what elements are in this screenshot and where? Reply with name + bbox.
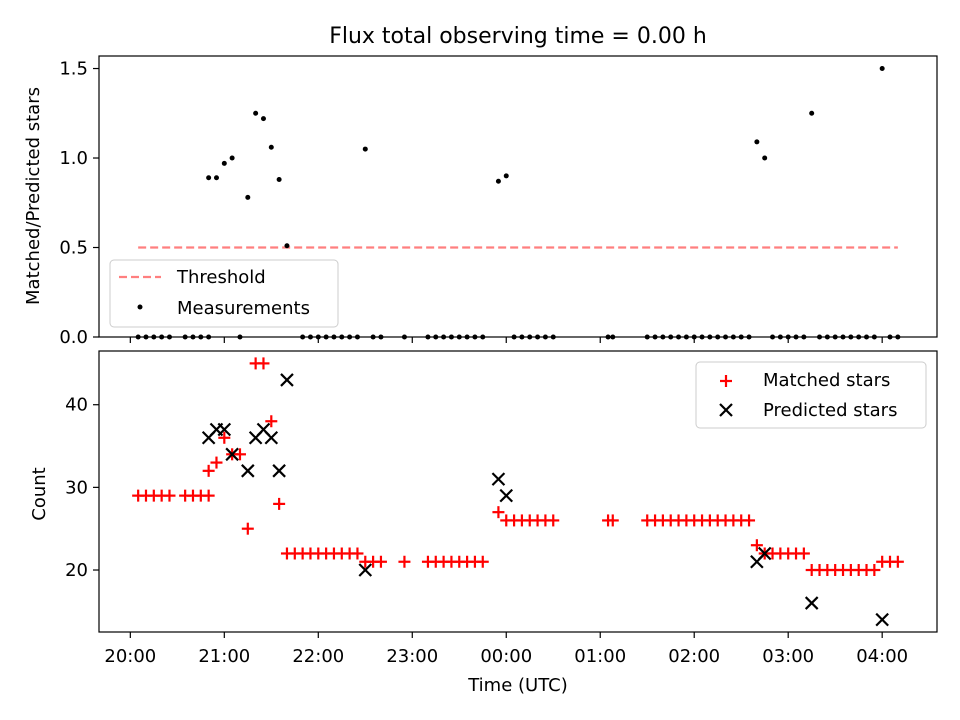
- measurement-point: [495, 178, 501, 184]
- predicted-star-point: [272, 464, 286, 478]
- legend-threshold-label: Threshold: [176, 267, 266, 288]
- x-tick-label: 21:00: [198, 646, 250, 667]
- predicted-star-point: [217, 422, 232, 437]
- top-y-ticks: 0.0 0.5 1.0 1.5: [59, 59, 99, 348]
- matched-star-point: [210, 456, 223, 469]
- matched-star-point: [265, 415, 278, 428]
- measurement-point: [253, 110, 259, 116]
- bottom-plot-marks: [132, 357, 904, 627]
- x-tick-label: 04:00: [856, 646, 908, 667]
- legend-predicted-swatch: [719, 403, 733, 417]
- matched-star-point: [476, 555, 489, 568]
- x-tick-label: 01:00: [574, 646, 626, 667]
- matched-star-point: [750, 539, 763, 552]
- x-tick-label: 20:00: [104, 646, 156, 667]
- predicted-star-point: [358, 563, 373, 577]
- top-y-axis-label: Matched/Predicted stars: [23, 87, 44, 305]
- predicted-star-point: [241, 464, 255, 478]
- matched-star-point: [547, 514, 560, 527]
- legend-predicted-label: Predicted stars: [763, 400, 897, 421]
- predicted-star-point: [225, 447, 239, 462]
- matched-star-point: [868, 564, 881, 577]
- predicted-star-point: [757, 546, 772, 561]
- measurement-point: [754, 139, 760, 145]
- legend-measurements-swatch: [137, 304, 143, 310]
- measurement-point: [229, 155, 235, 161]
- matched-star-point: [273, 497, 286, 510]
- bottom-x-ticks: 20:00 21:00 22:00 23:00 00:00 01:00 02:00 03:00…: [104, 632, 908, 667]
- top-y-tick-label: 0.0: [59, 327, 88, 348]
- bottom-y-tick-label: 20: [65, 560, 88, 581]
- bottom-legend-box: [695, 361, 927, 429]
- legend-matched-swatch: [720, 375, 732, 387]
- top-legend-box: [109, 259, 339, 328]
- x-tick-label: 22:00: [292, 646, 344, 667]
- top-y-tick-label: 1.0: [59, 148, 88, 169]
- bottom-legend: Matched stars Predicted stars: [695, 361, 927, 429]
- measurement-point: [260, 116, 266, 122]
- predicted-star-point: [875, 612, 889, 627]
- x-axis-label: Time (UTC): [467, 675, 568, 696]
- matched-star-point: [374, 555, 387, 568]
- top-chart-title: Flux total observing time = 0.00 h: [329, 24, 707, 49]
- predicted-star-point: [804, 596, 819, 610]
- bottom-y-ticks: 20 30 40: [65, 395, 99, 581]
- matched-star-point: [492, 506, 505, 519]
- matched-star-point: [233, 448, 246, 461]
- matched-star-point: [202, 464, 215, 477]
- bottom-plot-frame: [98, 350, 938, 633]
- top-y-tick-label: 1.5: [59, 59, 88, 80]
- bottom-y-axis-label: Count: [29, 467, 50, 520]
- measurement-point: [879, 66, 885, 72]
- top-y-tick-label: 0.5: [59, 238, 88, 259]
- bottom-y-tick-label: 40: [65, 395, 88, 416]
- x-tick-label: 23:00: [386, 646, 438, 667]
- predicted-star-point: [280, 373, 294, 387]
- measurement-point: [284, 243, 290, 249]
- matched-star-point: [743, 514, 756, 527]
- measurement-point: [276, 176, 282, 182]
- matched-star-point: [891, 555, 904, 568]
- measurement-point: [503, 173, 509, 179]
- matched-star-point: [797, 547, 810, 560]
- measurement-point: [268, 144, 274, 150]
- matched-star-point: [241, 522, 254, 535]
- x-tick-label: 00:00: [480, 646, 532, 667]
- measurement-point: [245, 194, 251, 200]
- legend-matched-label: Matched stars: [763, 370, 890, 391]
- matched-star-point: [606, 514, 619, 527]
- x-tick-label: 03:00: [762, 646, 814, 667]
- predicted-star-point: [491, 472, 506, 486]
- matched-star-point: [202, 489, 215, 502]
- measurement-point: [213, 175, 219, 181]
- bottom-y-tick-label: 30: [65, 477, 88, 498]
- predicted-star-point: [499, 488, 514, 503]
- top-legend: Threshold Measurements: [109, 259, 339, 328]
- measurement-point: [362, 146, 368, 152]
- legend-measurements-label: Measurements: [177, 298, 310, 319]
- measurement-point: [809, 110, 815, 116]
- x-tick-label: 02:00: [668, 646, 720, 667]
- measurement-point: [206, 175, 212, 181]
- top-plot-frame: [98, 55, 938, 338]
- matched-star-point: [398, 555, 411, 568]
- matched-star-point: [351, 547, 364, 560]
- matched-star-point: [163, 489, 176, 502]
- measurement-point: [221, 160, 227, 166]
- measurement-point: [762, 155, 768, 161]
- predicted-star-point: [264, 431, 279, 445]
- matched-star-point: [257, 357, 270, 370]
- matched-star-point: [218, 431, 231, 444]
- top-panel: Flux total observing time = 0.00 h Match…: [23, 24, 938, 348]
